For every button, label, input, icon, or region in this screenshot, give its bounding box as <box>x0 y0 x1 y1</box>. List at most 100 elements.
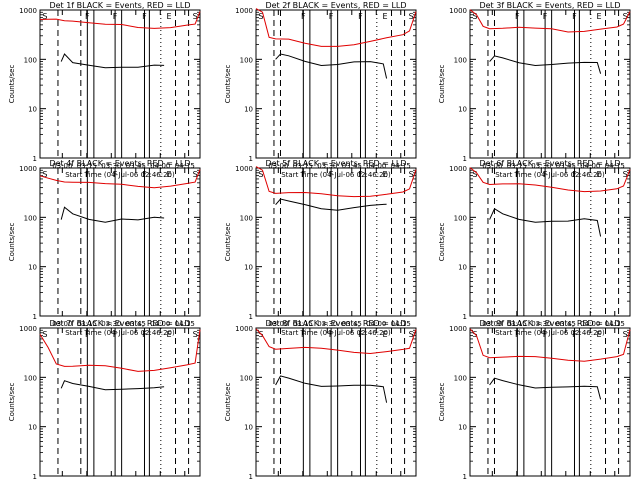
event-marker-label: S <box>472 170 477 179</box>
x-tick-label: 03:15 <box>77 320 97 328</box>
x-tick-label: 03:45 <box>556 320 576 328</box>
y-tick-label: 100 <box>454 56 467 64</box>
series-events-line <box>275 375 388 403</box>
x-axis-label: Start Time (04-Jul-06 02:46:20) <box>495 171 605 179</box>
y-tick-label: 10 <box>244 106 253 114</box>
x-tick-label: 04:00 <box>366 320 386 328</box>
plot-frame <box>255 9 417 159</box>
y-tick-label: 10 <box>28 106 37 114</box>
y-tick-label: 100 <box>240 214 253 222</box>
event-marker-label: F <box>85 12 90 21</box>
y-axis-label: Counts/sec <box>438 223 446 262</box>
x-tick-label: 03:30 <box>531 320 551 328</box>
y-axis-label: Counts/sec <box>224 65 232 104</box>
event-marker-label: S <box>623 170 628 179</box>
x-axis-label: Start Time (04-Jul-06 02:46:20) <box>281 329 391 337</box>
y-tick-label: 100 <box>24 374 37 382</box>
x-tick-label: 03:30 <box>101 162 121 170</box>
event-marker-label: F <box>142 12 147 21</box>
event-marker-label: S <box>258 170 263 179</box>
series-events-line <box>275 53 388 79</box>
series-events-line <box>489 207 602 237</box>
event-marker-label: F <box>301 170 306 179</box>
event-marker-label: E <box>596 12 601 21</box>
series-lld-line <box>469 167 631 193</box>
event-marker-label: F <box>329 12 334 21</box>
series-events-line <box>60 206 165 223</box>
event-marker-label: F <box>301 330 306 339</box>
y-tick-label: 1000 <box>449 165 467 173</box>
event-marker-label: F <box>329 330 334 339</box>
x-tick-label: 03:30 <box>317 162 337 170</box>
series-lld-line <box>469 9 631 33</box>
series-events-line <box>60 53 165 69</box>
x-tick-label: 03:00 <box>52 162 72 170</box>
y-tick-label: 1000 <box>235 7 253 15</box>
series-lld-line <box>255 328 417 355</box>
series-lld-line <box>469 328 631 362</box>
x-tick-label: 03:45 <box>126 320 146 328</box>
event-marker-label: F <box>85 330 90 339</box>
y-tick-label: 1 <box>249 313 253 321</box>
event-marker-label: F <box>85 170 90 179</box>
x-tick-label: 04:15 <box>391 320 411 328</box>
event-marker-label: E <box>166 12 171 21</box>
event-marker-label: F <box>329 170 334 179</box>
event-marker-label: E <box>382 330 387 339</box>
y-tick-label: 1 <box>463 473 467 480</box>
x-tick-label: 04:00 <box>366 162 386 170</box>
x-axis-label: Start Time (04-Jul-06 02:46:20) <box>65 329 175 337</box>
x-tick-label: 04:00 <box>580 162 600 170</box>
event-marker-label: S <box>472 12 477 21</box>
x-tick-label: 03:30 <box>531 162 551 170</box>
y-tick-label: 1 <box>33 473 37 480</box>
panel-title: Det 3f BLACK = Events, RED = LLD <box>479 1 620 10</box>
x-tick-label: 04:15 <box>391 162 411 170</box>
series-events-line <box>275 198 387 211</box>
x-tick-label: 03:00 <box>52 320 72 328</box>
y-tick-label: 1000 <box>235 325 253 333</box>
x-tick-label: 03:15 <box>77 162 97 170</box>
panel-title: Det 4f BLACK = Events, RED = LLD <box>49 159 190 168</box>
y-tick-label: 1 <box>33 313 37 321</box>
panel-title: Det 9f BLACK = Events, RED = LLD <box>479 319 620 328</box>
event-marker-label: E <box>596 330 601 339</box>
y-axis-label: Counts/sec <box>8 223 16 262</box>
event-marker-label: F <box>543 330 548 339</box>
event-marker-label: S <box>258 12 263 21</box>
panel-title: Det 8f BLACK = Events, RED = LLD <box>265 319 406 328</box>
y-tick-label: 100 <box>240 56 253 64</box>
y-tick-label: 10 <box>28 424 37 432</box>
y-tick-label: 1000 <box>19 165 37 173</box>
event-marker-label: S <box>193 12 198 21</box>
series-events-line <box>60 380 165 391</box>
x-tick-label: 03:15 <box>507 320 527 328</box>
x-tick-label: 03:00 <box>482 320 502 328</box>
plot-frame <box>39 167 201 317</box>
y-axis-label: Counts/sec <box>224 383 232 422</box>
event-marker-label: S <box>193 170 198 179</box>
x-tick-label: 03:15 <box>507 162 527 170</box>
y-tick-label: 1 <box>33 155 37 163</box>
event-marker-label: F <box>515 330 520 339</box>
event-marker-label: F <box>572 170 577 179</box>
event-marker-label: E <box>382 170 387 179</box>
panel-8: Det 8f BLACK = Events, RED = LLD 1 10 100 10… <box>224 319 417 480</box>
x-axis-label: Start Time (04-Jul-06 02:46:20) <box>65 171 175 179</box>
y-axis-label: Counts/sec <box>8 383 16 422</box>
x-tick-label: 04:15 <box>605 320 625 328</box>
plot-frame <box>469 327 631 477</box>
event-marker-label: S <box>42 170 47 179</box>
event-marker-label: F <box>572 12 577 21</box>
y-axis-label: Counts/sec <box>438 65 446 104</box>
x-tick-label: 04:15 <box>175 320 195 328</box>
panel-9: Det 9f BLACK = Events, RED = LLD 1 10 100 10… <box>438 319 631 480</box>
x-tick-label: 03:45 <box>342 320 362 328</box>
y-axis-label: Counts/sec <box>438 383 446 422</box>
x-tick-label: 03:45 <box>342 162 362 170</box>
y-tick-label: 100 <box>24 214 37 222</box>
y-tick-label: 1000 <box>19 325 37 333</box>
event-marker-label: F <box>543 12 548 21</box>
plot-frame <box>255 327 417 477</box>
